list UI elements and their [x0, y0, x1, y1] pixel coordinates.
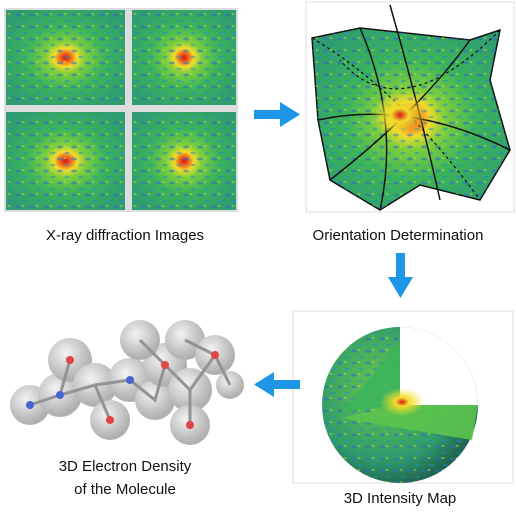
node-label: Orientation Determination	[313, 227, 484, 244]
diffraction-images	[4, 8, 238, 212]
molecule	[10, 320, 244, 445]
orientation-image	[305, 1, 515, 213]
node-label: 3D Intensity Map	[344, 490, 457, 507]
arrow	[254, 102, 300, 127]
intensity-map	[292, 310, 514, 484]
arrow	[254, 372, 300, 397]
node-label: 3D Electron Density	[59, 458, 192, 475]
node-label: X-ray diffraction Images	[46, 227, 204, 244]
arrow	[388, 253, 413, 298]
node-label: of the Molecule	[74, 481, 176, 498]
